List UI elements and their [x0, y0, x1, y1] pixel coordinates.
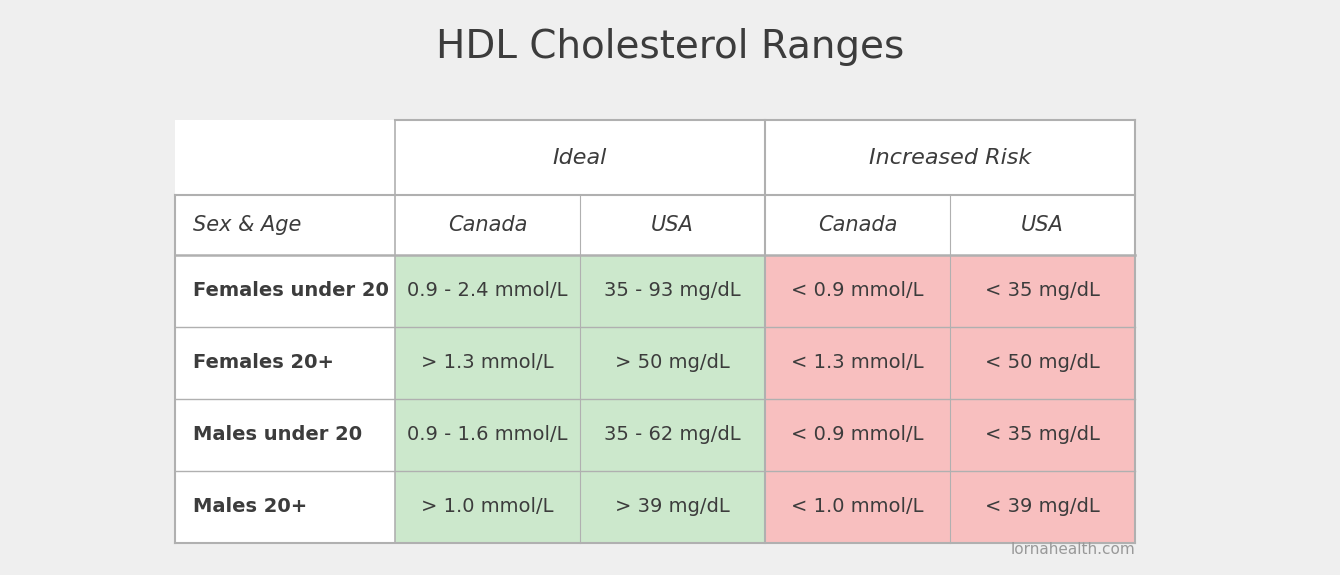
Text: < 50 mg/dL: < 50 mg/dL	[985, 354, 1100, 373]
Text: > 1.0 mmol/L: > 1.0 mmol/L	[421, 497, 553, 516]
Bar	[395, 399, 580, 471]
Text: < 0.9 mmol/L: < 0.9 mmol/L	[791, 282, 923, 301]
Bar	[395, 255, 580, 327]
Bar	[950, 327, 1135, 399]
Text: USA: USA	[651, 215, 694, 235]
Bar	[176, 255, 395, 327]
Text: Ideal: Ideal	[553, 148, 607, 167]
Text: < 39 mg/dL: < 39 mg/dL	[985, 497, 1100, 516]
Bar	[765, 255, 950, 327]
Text: < 1.3 mmol/L: < 1.3 mmol/L	[791, 354, 923, 373]
Bar	[580, 399, 765, 471]
Bar	[176, 195, 1135, 255]
Text: 0.9 - 1.6 mmol/L: 0.9 - 1.6 mmol/L	[407, 426, 568, 444]
Bar	[176, 471, 395, 543]
Text: lornahealth.com: lornahealth.com	[1010, 542, 1135, 557]
Bar	[176, 399, 395, 471]
Bar	[176, 120, 1135, 195]
Bar	[765, 471, 950, 543]
Bar	[395, 471, 580, 543]
Bar	[580, 471, 765, 543]
Text: > 39 mg/dL: > 39 mg/dL	[615, 497, 730, 516]
Bar	[580, 255, 765, 327]
Bar	[765, 327, 950, 399]
Bar	[176, 327, 395, 399]
Text: Canada: Canada	[448, 215, 527, 235]
Bar	[395, 327, 580, 399]
Text: > 1.3 mmol/L: > 1.3 mmol/L	[421, 354, 553, 373]
Bar	[950, 255, 1135, 327]
Text: USA: USA	[1021, 215, 1064, 235]
Bar	[950, 471, 1135, 543]
Text: < 0.9 mmol/L: < 0.9 mmol/L	[791, 426, 923, 444]
Text: 0.9 - 2.4 mmol/L: 0.9 - 2.4 mmol/L	[407, 282, 568, 301]
Text: > 50 mg/dL: > 50 mg/dL	[615, 354, 730, 373]
Text: < 35 mg/dL: < 35 mg/dL	[985, 282, 1100, 301]
Text: Males 20+: Males 20+	[193, 497, 307, 516]
Text: Females 20+: Females 20+	[193, 354, 334, 373]
Text: Males under 20: Males under 20	[193, 426, 362, 444]
Bar	[580, 327, 765, 399]
Bar	[950, 399, 1135, 471]
Text: 35 - 62 mg/dL: 35 - 62 mg/dL	[604, 426, 741, 444]
Text: Sex & Age: Sex & Age	[193, 215, 302, 235]
Bar	[765, 399, 950, 471]
Text: Females under 20: Females under 20	[193, 282, 389, 301]
Text: Canada: Canada	[817, 215, 898, 235]
Bar	[176, 120, 1135, 543]
Text: Increased Risk: Increased Risk	[868, 148, 1030, 167]
Text: < 1.0 mmol/L: < 1.0 mmol/L	[791, 497, 923, 516]
Text: HDL Cholesterol Ranges: HDL Cholesterol Ranges	[436, 28, 904, 66]
Text: 35 - 93 mg/dL: 35 - 93 mg/dL	[604, 282, 741, 301]
Text: < 35 mg/dL: < 35 mg/dL	[985, 426, 1100, 444]
